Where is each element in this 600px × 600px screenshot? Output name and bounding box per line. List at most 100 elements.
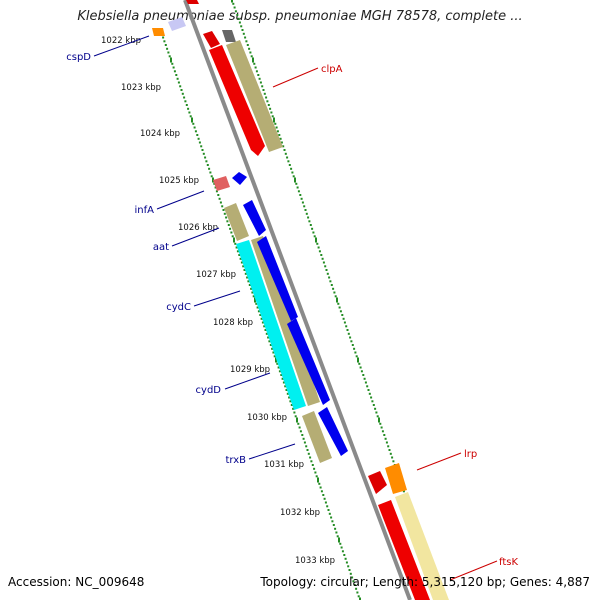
tick-dot: [296, 186, 299, 189]
tick-dot: [248, 47, 251, 50]
gene-label-infA[interactable]: infA: [135, 205, 155, 216]
tick-dot: [164, 44, 167, 46]
tick-dot: [279, 137, 282, 140]
gene-feature-top-orange: [152, 28, 165, 36]
tick-dot: [356, 591, 359, 594]
tick-label: 1030 kbp: [247, 413, 287, 423]
tick-dot: [338, 306, 341, 309]
tick-dot: [284, 385, 287, 388]
tick-dot: [196, 134, 199, 136]
tick-dot: [258, 77, 261, 80]
tick-dot: [234, 10, 237, 13]
gene-label-trxB[interactable]: trxB: [225, 455, 246, 466]
gene-label-ftsK[interactable]: ftsK: [499, 557, 518, 568]
leader-line-infA: [156, 190, 205, 210]
tick-dot: [380, 426, 383, 429]
tick-dot: [260, 317, 263, 320]
tick-dot: [276, 130, 279, 133]
tick-dot: [391, 456, 394, 459]
tick-dot: [255, 302, 258, 305]
tick-dot: [265, 332, 268, 335]
tick-dot: [236, 250, 239, 253]
tick-dot: [265, 96, 268, 99]
tick-dot: [355, 355, 358, 358]
tick-dot: [280, 374, 283, 376]
tick-dot: [347, 332, 350, 335]
gene-feature-blue-trxB: [318, 407, 348, 456]
tick-dot: [322, 494, 325, 496]
tick-dot: [271, 347, 274, 350]
tick-dot: [268, 340, 271, 343]
tick-dot: [350, 340, 353, 343]
accession-value: NC_009648: [75, 575, 145, 589]
tick-dot: [310, 460, 313, 463]
tick-dot: [330, 516, 333, 519]
gene-features: [152, 0, 449, 600]
tick-dot: [337, 302, 340, 305]
tick-dot: [333, 291, 336, 294]
gene-label-leaders: [93, 35, 498, 581]
tick-dot: [250, 55, 253, 58]
tick-dot: [272, 351, 275, 354]
gene-feature-khaki-long: [251, 236, 320, 406]
tick-dot: [294, 415, 297, 418]
tick-dot: [239, 257, 242, 260]
tick-label: 1025 kbp: [159, 176, 199, 186]
tick-dot: [299, 194, 302, 196]
tick-dot: [342, 317, 345, 320]
gene-feature-khaki-aat: [224, 203, 249, 241]
tick-dot: [305, 212, 308, 215]
tick-dot: [314, 471, 317, 474]
tick-dot: [172, 66, 175, 69]
tick-dot: [243, 269, 246, 271]
tick-dot: [339, 542, 342, 545]
gene-feature-paleyellow-ftsK: [395, 492, 449, 600]
tick-dot: [197, 137, 200, 140]
tick-dot: [250, 287, 253, 290]
tick-dot: [322, 261, 325, 264]
tick-dot: [225, 216, 228, 219]
tick-dot: [315, 475, 318, 478]
leader-line-cspD: [93, 35, 150, 57]
tick-label: 1032 kbp: [280, 508, 320, 518]
gene-feature-top-lavender: [168, 17, 186, 31]
topology-info: Topology: circular; Length: 5,315,120 bp…: [260, 575, 590, 589]
tick-dot: [329, 280, 332, 283]
tick-dot: [330, 284, 333, 286]
tick-dot: [336, 535, 339, 538]
tick-dot: [334, 295, 337, 298]
tick-dot: [389, 452, 392, 455]
leader-line-clpA: [272, 67, 319, 88]
tick-dot: [236, 14, 239, 16]
gene-label-lrp[interactable]: lrp: [464, 449, 477, 460]
tick-dot: [328, 276, 331, 279]
gene-label-aat[interactable]: aat: [153, 242, 169, 253]
gene-label-cydC[interactable]: cydC: [166, 302, 191, 313]
gene-label-clpA[interactable]: clpA: [321, 64, 343, 75]
tick-dot: [204, 156, 207, 159]
tick-dot: [217, 194, 220, 196]
tick-dot: [290, 167, 293, 170]
tick-dot: [254, 66, 257, 69]
gene-label-cspD[interactable]: cspD: [66, 52, 91, 63]
tick-dot: [375, 411, 378, 414]
gene-label-cydD[interactable]: cydD: [196, 385, 222, 396]
tick-dot: [209, 171, 212, 174]
tick-dot: [166, 47, 169, 50]
tick-dot: [335, 531, 338, 534]
tick-dot: [240, 261, 243, 264]
tick-dot: [282, 381, 285, 384]
gene-feature-red-lrp: [368, 471, 387, 494]
tick-dot: [294, 177, 296, 183]
tick-dot: [293, 411, 296, 414]
tick-dot: [253, 62, 256, 65]
tick-dot: [267, 104, 270, 106]
tick-dot: [176, 77, 179, 80]
tick-dot: [378, 417, 380, 423]
tick-dot: [297, 422, 300, 425]
tick-label: 1028 kbp: [213, 318, 253, 328]
tick-label: 1031 kbp: [264, 460, 304, 470]
tick-dot: [257, 74, 260, 76]
tick-label: 1022 kbp: [101, 36, 141, 46]
